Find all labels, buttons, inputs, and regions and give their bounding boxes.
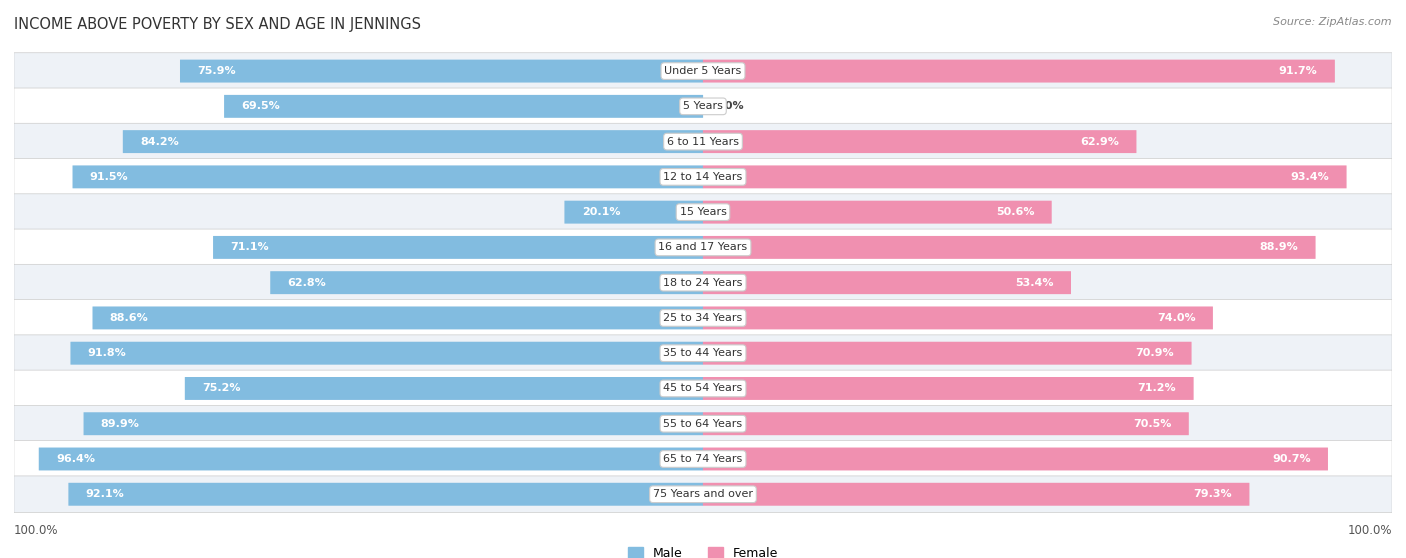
Text: 100.0%: 100.0% — [14, 524, 59, 537]
Text: 84.2%: 84.2% — [141, 137, 179, 147]
Text: 16 and 17 Years: 16 and 17 Years — [658, 242, 748, 252]
Text: 5 Years: 5 Years — [683, 102, 723, 112]
FancyBboxPatch shape — [14, 158, 1392, 195]
FancyBboxPatch shape — [14, 229, 1392, 266]
Text: 70.9%: 70.9% — [1136, 348, 1174, 358]
Text: 70.5%: 70.5% — [1133, 418, 1171, 429]
Text: 89.9%: 89.9% — [101, 418, 139, 429]
FancyBboxPatch shape — [14, 53, 1392, 89]
Text: 0.0%: 0.0% — [713, 102, 744, 112]
FancyBboxPatch shape — [214, 236, 703, 259]
Text: 90.7%: 90.7% — [1272, 454, 1310, 464]
FancyBboxPatch shape — [270, 271, 703, 294]
Text: 62.9%: 62.9% — [1080, 137, 1119, 147]
FancyBboxPatch shape — [70, 341, 703, 365]
Text: 96.4%: 96.4% — [56, 454, 96, 464]
FancyBboxPatch shape — [83, 412, 703, 435]
FancyBboxPatch shape — [703, 306, 1213, 329]
FancyBboxPatch shape — [703, 130, 1136, 153]
FancyBboxPatch shape — [703, 412, 1189, 435]
FancyBboxPatch shape — [93, 306, 703, 329]
FancyBboxPatch shape — [703, 236, 1316, 259]
FancyBboxPatch shape — [73, 165, 703, 189]
FancyBboxPatch shape — [14, 88, 1392, 124]
FancyBboxPatch shape — [122, 130, 703, 153]
FancyBboxPatch shape — [703, 60, 1334, 83]
Text: 69.5%: 69.5% — [242, 102, 280, 112]
Text: 65 to 74 Years: 65 to 74 Years — [664, 454, 742, 464]
FancyBboxPatch shape — [14, 123, 1392, 160]
Text: 18 to 24 Years: 18 to 24 Years — [664, 278, 742, 288]
Text: 55 to 64 Years: 55 to 64 Years — [664, 418, 742, 429]
FancyBboxPatch shape — [14, 194, 1392, 230]
FancyBboxPatch shape — [184, 377, 703, 400]
FancyBboxPatch shape — [14, 406, 1392, 442]
Text: 91.7%: 91.7% — [1279, 66, 1317, 76]
Text: Under 5 Years: Under 5 Years — [665, 66, 741, 76]
Text: 25 to 34 Years: 25 to 34 Years — [664, 313, 742, 323]
FancyBboxPatch shape — [14, 264, 1392, 301]
FancyBboxPatch shape — [180, 60, 703, 83]
Text: 71.2%: 71.2% — [1137, 383, 1177, 393]
FancyBboxPatch shape — [564, 201, 703, 224]
Text: 50.6%: 50.6% — [995, 207, 1035, 217]
Text: 15 Years: 15 Years — [679, 207, 727, 217]
FancyBboxPatch shape — [39, 448, 703, 470]
Text: 91.8%: 91.8% — [87, 348, 127, 358]
Text: 88.9%: 88.9% — [1260, 242, 1298, 252]
Legend: Male, Female: Male, Female — [623, 542, 783, 558]
FancyBboxPatch shape — [703, 448, 1329, 470]
Text: 92.1%: 92.1% — [86, 489, 125, 499]
FancyBboxPatch shape — [703, 165, 1347, 189]
Text: 75 Years and over: 75 Years and over — [652, 489, 754, 499]
FancyBboxPatch shape — [703, 201, 1052, 224]
FancyBboxPatch shape — [703, 341, 1191, 365]
FancyBboxPatch shape — [224, 95, 703, 118]
Text: 75.9%: 75.9% — [197, 66, 236, 76]
FancyBboxPatch shape — [14, 335, 1392, 372]
Text: 20.1%: 20.1% — [582, 207, 620, 217]
Text: Source: ZipAtlas.com: Source: ZipAtlas.com — [1274, 17, 1392, 27]
Text: 91.5%: 91.5% — [90, 172, 128, 182]
FancyBboxPatch shape — [14, 370, 1392, 407]
Text: 88.6%: 88.6% — [110, 313, 149, 323]
FancyBboxPatch shape — [703, 483, 1250, 506]
Text: 6 to 11 Years: 6 to 11 Years — [666, 137, 740, 147]
Text: 35 to 44 Years: 35 to 44 Years — [664, 348, 742, 358]
FancyBboxPatch shape — [14, 476, 1392, 513]
Text: 79.3%: 79.3% — [1194, 489, 1232, 499]
Text: 93.4%: 93.4% — [1291, 172, 1329, 182]
FancyBboxPatch shape — [69, 483, 703, 506]
FancyBboxPatch shape — [14, 300, 1392, 336]
Text: 75.2%: 75.2% — [202, 383, 240, 393]
Text: 74.0%: 74.0% — [1157, 313, 1195, 323]
Text: 45 to 54 Years: 45 to 54 Years — [664, 383, 742, 393]
Text: 71.1%: 71.1% — [231, 242, 269, 252]
FancyBboxPatch shape — [703, 377, 1194, 400]
Text: 12 to 14 Years: 12 to 14 Years — [664, 172, 742, 182]
Text: 100.0%: 100.0% — [1347, 524, 1392, 537]
Text: 62.8%: 62.8% — [288, 278, 326, 288]
FancyBboxPatch shape — [703, 271, 1071, 294]
Text: INCOME ABOVE POVERTY BY SEX AND AGE IN JENNINGS: INCOME ABOVE POVERTY BY SEX AND AGE IN J… — [14, 17, 420, 32]
Text: 53.4%: 53.4% — [1015, 278, 1053, 288]
FancyBboxPatch shape — [14, 441, 1392, 477]
